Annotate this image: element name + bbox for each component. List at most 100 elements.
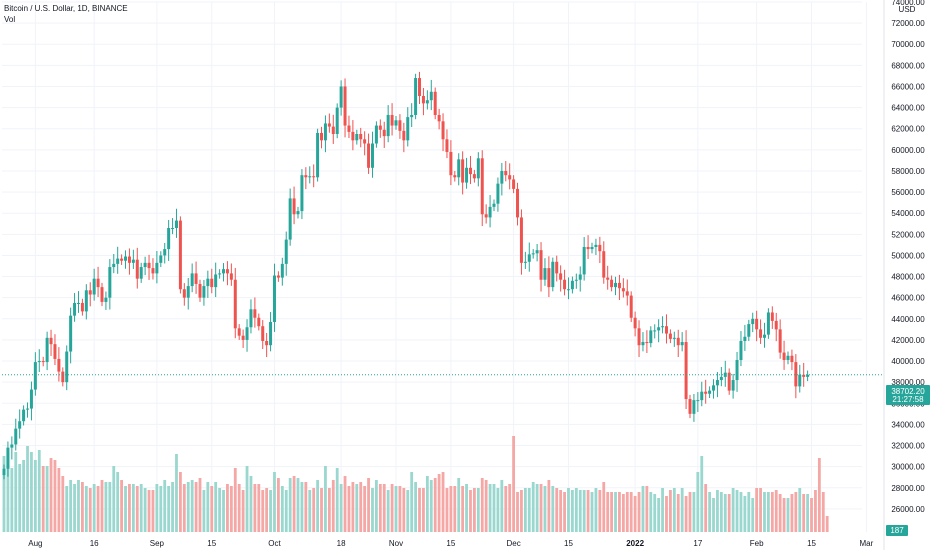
volume-bar (304, 482, 308, 532)
volume-bar (465, 484, 468, 532)
time-tick-label: 15 (807, 539, 816, 548)
candle-body (398, 120, 402, 131)
volume-bar (237, 484, 241, 532)
price-tick-label: 64000.00 (891, 104, 925, 113)
volume-bar (406, 490, 410, 532)
volume-bar (45, 466, 49, 532)
volume-bar (508, 484, 512, 532)
candle-body (735, 359, 739, 381)
candle-body (45, 337, 49, 363)
candle-body (308, 176, 312, 178)
volume-bar (547, 480, 551, 532)
volume-bar (774, 490, 778, 532)
volume-bar (723, 494, 727, 532)
volume-bar (394, 486, 398, 532)
candle-body (731, 380, 735, 391)
candle-body (374, 125, 378, 144)
volume-bar (414, 482, 417, 532)
candle-body (570, 280, 574, 290)
candle-body (645, 342, 649, 344)
volume-bar (763, 492, 766, 532)
volume-bar (535, 484, 539, 532)
volume-bar (104, 482, 108, 532)
candle-body (347, 125, 351, 132)
volume-bar (151, 490, 155, 532)
volume-bar (453, 486, 457, 532)
volume-bar (461, 486, 465, 532)
candle-body (614, 282, 618, 288)
candle-body (472, 174, 476, 179)
candle-body (719, 376, 723, 381)
last-price-tag (886, 385, 930, 405)
candle-body (563, 279, 567, 290)
volume-bar (457, 478, 461, 532)
price-tick-label: 54000.00 (891, 209, 925, 218)
candle-body (269, 321, 273, 346)
candle-body (316, 132, 320, 178)
volume-bar (198, 478, 202, 532)
candle-body (484, 214, 488, 218)
candle-body (382, 129, 386, 137)
price-tick-label: 46000.00 (891, 294, 925, 303)
volume-bar (790, 494, 794, 532)
candle-body (762, 334, 766, 338)
volume-bar (371, 488, 374, 532)
candle-body (304, 175, 308, 178)
candle-body (18, 421, 22, 429)
volume-bar (6, 452, 10, 532)
volume-bar (672, 488, 676, 532)
candle-body (774, 320, 778, 330)
candle-body (116, 258, 120, 264)
candle-body (590, 246, 594, 250)
volume-bar (194, 482, 198, 532)
price-tick-label: 50000.00 (891, 251, 925, 260)
candle-body (508, 175, 512, 180)
volume-bar (398, 486, 402, 532)
volume-tag (886, 525, 908, 536)
candle-body (586, 246, 590, 250)
volume-bar (390, 484, 394, 532)
volume-bar (578, 490, 582, 532)
candle-body (100, 287, 104, 302)
volume-bar (139, 484, 143, 532)
candle-body (69, 315, 73, 352)
candle-body (606, 277, 610, 280)
symbol-title[interactable]: Bitcoin / U.S. Dollar, 1D, BINANCE (4, 4, 128, 13)
volume-bar (284, 490, 288, 532)
volume-bar (602, 482, 606, 532)
candle-body (159, 255, 163, 263)
candle-body (327, 123, 331, 127)
volume-bar (759, 488, 762, 532)
volume-bar (61, 476, 65, 532)
volume-legend[interactable]: Vol (4, 15, 16, 24)
volume-bar (422, 488, 425, 532)
volume-bar (355, 484, 359, 532)
volume-bar (65, 486, 69, 532)
price-tick-label: 34000.00 (891, 420, 925, 429)
volume-bar (335, 468, 339, 532)
candle-body (402, 130, 406, 141)
price-tick-label: 32000.00 (891, 442, 925, 451)
candle-body (790, 355, 794, 363)
volume-bar (684, 496, 688, 532)
volume-bar (41, 466, 45, 532)
candle-body (312, 176, 316, 178)
volume-bar (143, 488, 147, 532)
volume-bar (680, 488, 684, 532)
volume-bar (473, 488, 476, 532)
candle-body (363, 139, 367, 144)
volume-bar (433, 478, 437, 532)
volume-bar (2, 456, 6, 532)
candle-body (594, 244, 598, 247)
volume-bar (696, 472, 700, 532)
volume-bar (806, 494, 809, 532)
volume-bar (814, 490, 817, 532)
volume-bar (351, 482, 355, 532)
volume-bar (131, 484, 135, 532)
volume-bar (531, 482, 535, 532)
candle-body (2, 468, 6, 476)
candle-body (547, 268, 551, 288)
price-tick-label: 42000.00 (891, 336, 925, 345)
time-tick-label: 16 (90, 539, 99, 548)
